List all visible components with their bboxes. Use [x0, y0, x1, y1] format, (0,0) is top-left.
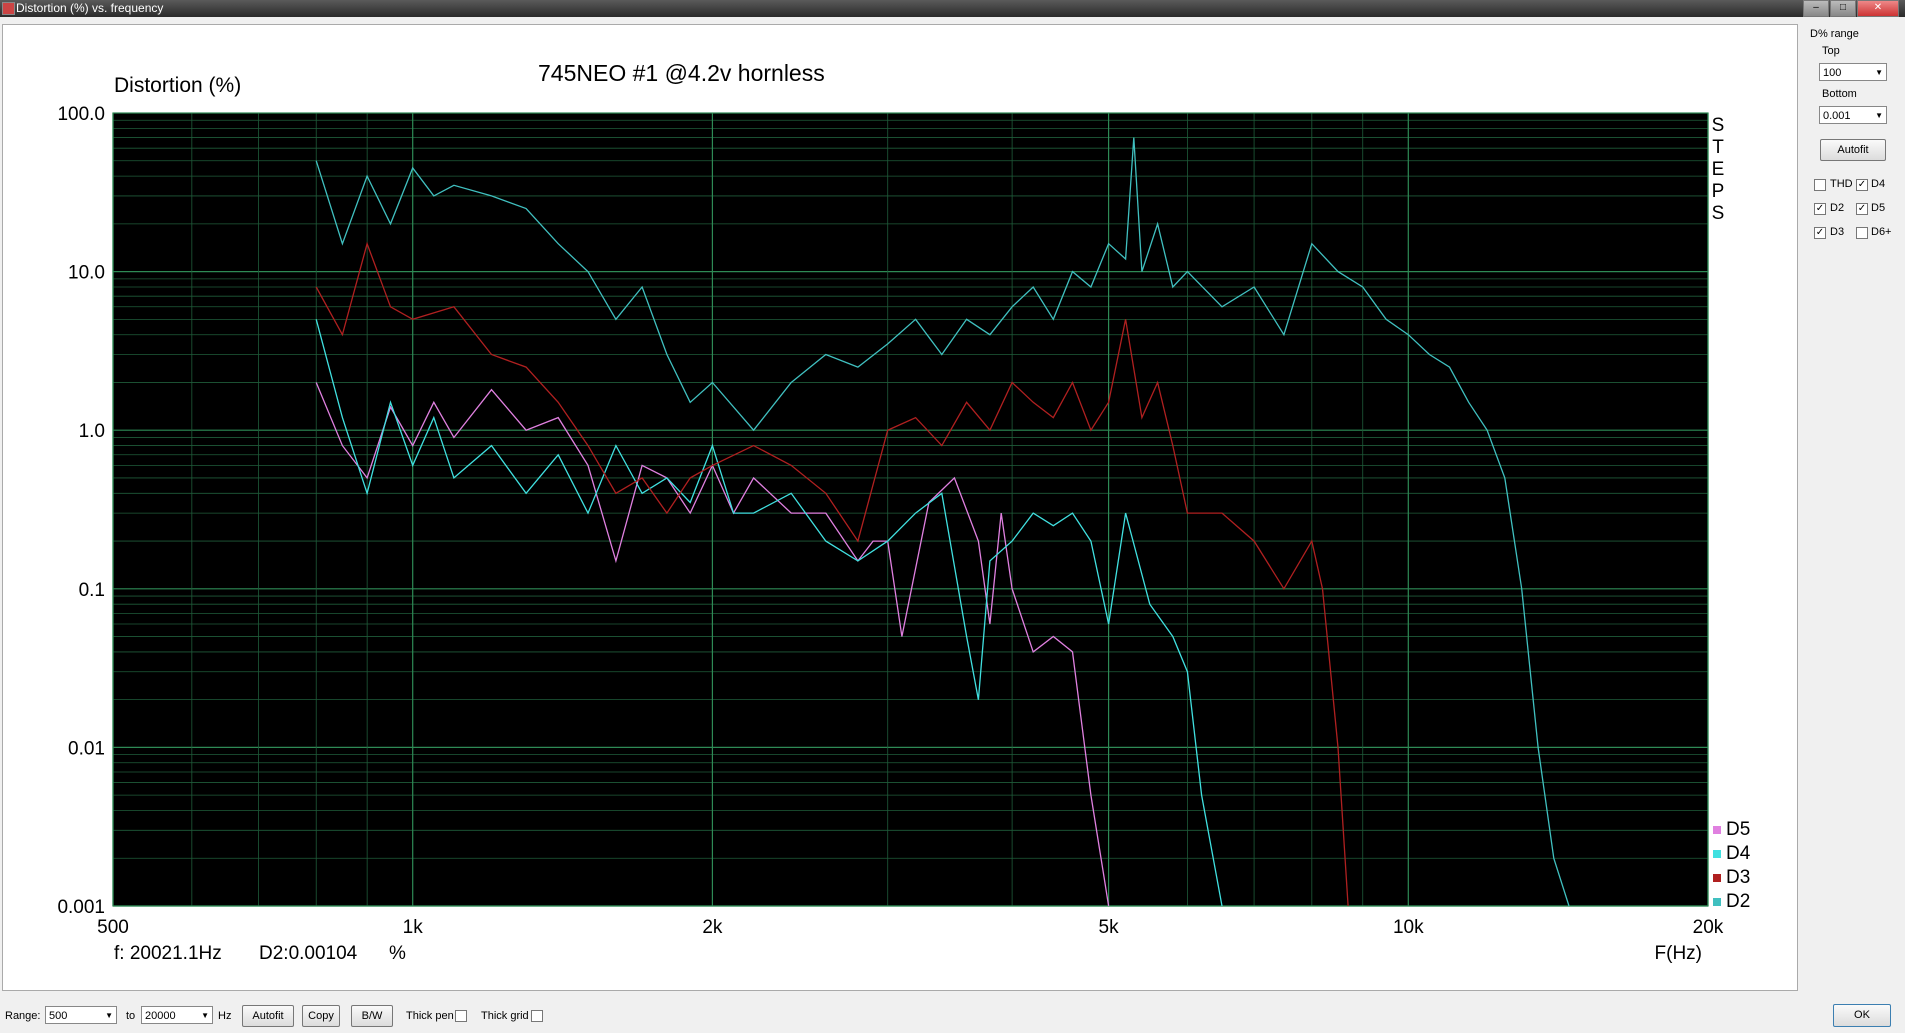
top-select[interactable]: 100 ▼	[1819, 63, 1887, 81]
series-line-d3	[315, 241, 1349, 907]
series-line-d5	[315, 382, 1110, 907]
frequency-readout: f: 20021.1Hz	[114, 943, 222, 964]
bottom-toolbar: Range: 500 ▼ to 20000 ▼ Hz Autofit Copy B/…	[0, 1000, 1905, 1033]
readout-unit: %	[389, 943, 406, 964]
chart-title: 745NEO #1 @4.2v hornless	[538, 60, 825, 86]
plot-area	[113, 113, 1708, 906]
bottom-select-value: 0.001	[1823, 110, 1851, 122]
chevron-down-icon: ▼	[105, 1011, 113, 1020]
x-tick-label: 5k	[1099, 917, 1120, 938]
thick-grid-label: Thick grid	[481, 1010, 529, 1022]
sidebar-autofit-button[interactable]: Autofit	[1820, 139, 1886, 161]
x-tick-label: 10k	[1393, 917, 1424, 938]
thd-checkbox-label: THD	[1830, 178, 1853, 190]
series-line-d4	[315, 319, 1223, 907]
bottom-label: Bottom	[1822, 88, 1857, 100]
steps-letter: S	[1712, 203, 1725, 224]
legend-swatch-d4	[1713, 850, 1721, 858]
d2-checkbox-label: D2	[1830, 202, 1845, 214]
plot-border	[112, 112, 1709, 907]
y-axis-label: Distortion (%)	[114, 74, 241, 97]
y-tick-label: 1.0	[79, 421, 105, 442]
top-label: Top	[1822, 45, 1840, 57]
x-tick-label: 2k	[702, 917, 723, 938]
legend-label-d4: D4	[1726, 843, 1751, 864]
x-tick-label: 1k	[403, 917, 424, 938]
d6plus-checkbox[interactable]	[1856, 227, 1868, 239]
range-label: Range:	[5, 1010, 41, 1022]
x-tick-label: 20k	[1693, 917, 1724, 938]
d4-checkbox[interactable]: ✓	[1856, 179, 1868, 191]
y-tick-label: 10.0	[68, 263, 105, 284]
y-tick-label: 0.1	[79, 580, 105, 601]
bw-button[interactable]: B/W	[351, 1005, 393, 1027]
chevron-down-icon: ▼	[201, 1011, 209, 1020]
thick-pen-label: Thick pen	[406, 1010, 454, 1022]
top-select-value: 100	[1823, 67, 1842, 79]
d4-checkbox-label: D4	[1871, 178, 1886, 190]
y-tick-label: 0.001	[57, 897, 105, 918]
range-sidebar: D% range Top 100 ▼ Bottom 0.001 ▼ Autofit …	[1801, 24, 1905, 254]
d2-checkbox[interactable]: ✓	[1814, 203, 1826, 215]
app-icon	[2, 2, 15, 15]
range-from-value: 500	[49, 1010, 68, 1022]
range-to-value: 20000	[145, 1010, 176, 1022]
window-controls: – □ ✕	[1802, 0, 1899, 17]
legend-label-d3: D3	[1726, 867, 1750, 888]
window-titlebar[interactable]: Distortion (%) vs. frequency – □ ✕	[0, 0, 1905, 17]
steps-letter: E	[1712, 159, 1725, 180]
steps-letter: S	[1712, 115, 1725, 136]
d5-checkbox-label: D5	[1871, 202, 1886, 214]
close-icon[interactable]: ✕	[1857, 0, 1899, 17]
to-label: to	[126, 1010, 136, 1022]
thd-checkbox[interactable]	[1814, 179, 1826, 191]
minimize-icon[interactable]: –	[1803, 0, 1829, 17]
window-title: Distortion (%) vs. frequency	[16, 1, 164, 15]
legend-label-d2: D2	[1726, 891, 1750, 912]
ok-button[interactable]: OK	[1833, 1004, 1891, 1027]
x-tick-label: 500	[97, 917, 129, 938]
d-range-label: D% range	[1810, 28, 1859, 40]
maximize-icon[interactable]: □	[1830, 0, 1856, 17]
thick-grid-checkbox[interactable]	[531, 1010, 543, 1022]
d6plus-checkbox-label: D6+	[1871, 226, 1892, 238]
steps-letter: P	[1712, 181, 1725, 202]
d3-checkbox-label: D3	[1830, 226, 1845, 238]
chevron-down-icon: ▼	[1875, 68, 1883, 77]
d3-checkbox[interactable]: ✓	[1814, 227, 1826, 239]
copy-button[interactable]: Copy	[302, 1005, 340, 1027]
chevron-down-icon: ▼	[1875, 111, 1883, 120]
steps-letter: T	[1712, 137, 1724, 158]
legend-swatch-d3	[1713, 874, 1721, 882]
thick-pen-checkbox[interactable]	[455, 1010, 467, 1022]
autofit-button[interactable]: Autofit	[242, 1005, 294, 1027]
range-to-select[interactable]: 20000 ▼	[141, 1006, 213, 1024]
x-axis-label: F(Hz)	[1655, 943, 1702, 964]
plot-frame: 745NEO #1 @4.2v hornless Distortion (%) F(…	[2, 24, 1798, 991]
y-tick-label: 0.01	[68, 738, 105, 759]
series-line-d2	[315, 137, 1570, 907]
d2-readout: D2:0.00104	[259, 943, 358, 964]
legend-swatch-d5	[1713, 826, 1721, 834]
y-tick-label: 100.0	[57, 104, 105, 125]
range-from-select[interactable]: 500 ▼	[45, 1006, 117, 1024]
legend-swatch-d2	[1713, 898, 1721, 906]
bottom-select[interactable]: 0.001 ▼	[1819, 106, 1887, 124]
legend-label-d5: D5	[1726, 819, 1750, 840]
hz-label: Hz	[218, 1010, 232, 1022]
distortion-chart: 745NEO #1 @4.2v hornless Distortion (%) F(…	[57, 60, 1751, 964]
d5-checkbox[interactable]: ✓	[1856, 203, 1868, 215]
